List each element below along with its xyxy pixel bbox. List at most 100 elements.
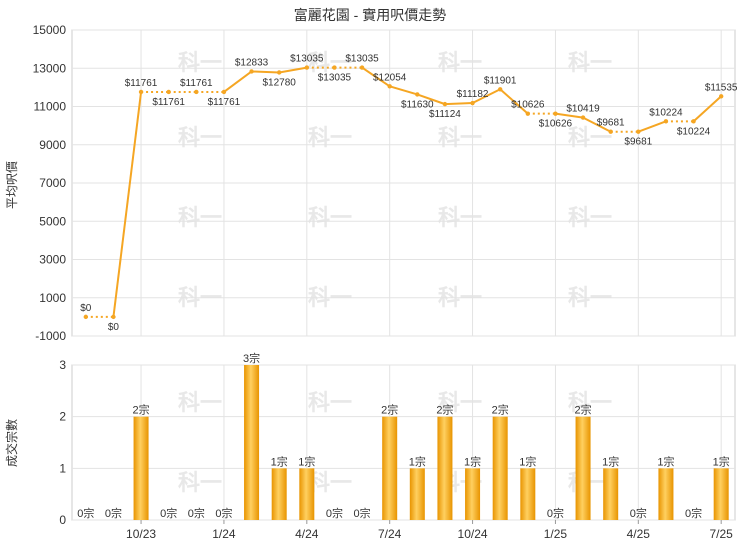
line-chart-y-tick: 9000 [39, 138, 66, 152]
line-chart-grid [71, 29, 736, 337]
count-bar [575, 416, 591, 520]
x-tick-label: 10/23 [126, 527, 156, 541]
count-bar [382, 416, 398, 520]
price-data-label: $10626 [539, 119, 573, 130]
line-chart-y-axis-label: 平均呎價 [5, 161, 19, 209]
price-point [525, 111, 531, 116]
bar-chart-frame [71, 364, 736, 521]
price-point [166, 89, 171, 95]
watermark-text: 科一 [438, 125, 482, 150]
price-line-segment [279, 66, 307, 74]
line-chart-y-tick: 11000 [34, 100, 67, 114]
watermark-text: 科一 [178, 390, 222, 415]
watermark-text: 科一 [178, 205, 222, 230]
count-data-label: 0宗 [77, 506, 94, 520]
count-data-label: 0宗 [215, 506, 232, 520]
price-point [111, 314, 116, 320]
price-line-segment [472, 88, 501, 104]
count-bar [603, 468, 619, 520]
price-data-label: $11761 [180, 78, 213, 89]
watermark-text: 科一 [438, 390, 482, 415]
price-data-label: $9681 [624, 137, 652, 148]
price-point [718, 94, 724, 99]
line-chart-y-axis: -1000 1000 3000 5000 7000 9000 11000 13000 15000 [33, 23, 67, 343]
x-tick-label: 4/24 [295, 527, 319, 541]
price-point [138, 89, 144, 95]
price-data-label: $0 [80, 303, 92, 314]
count-data-label: 1宗 [298, 454, 315, 468]
count-data-label: 1宗 [464, 454, 481, 468]
x-tick-label: 7/25 [710, 527, 734, 541]
count-bar [658, 468, 674, 520]
price-data-label: $11761 [208, 97, 241, 108]
price-point [249, 69, 254, 74]
watermark-text: 科一 [178, 50, 222, 75]
price-point [221, 89, 227, 95]
count-bar [133, 416, 149, 520]
price-data-label: $13035 [345, 54, 379, 65]
price-point [276, 70, 282, 75]
price-line-segment [223, 70, 253, 93]
price-point [608, 129, 613, 134]
count-data-label: 3宗 [243, 351, 260, 365]
line-chart-y-tick: 15000 [33, 23, 67, 37]
price-line-segment [361, 66, 391, 88]
line-chart-y-tick: 1000 [39, 291, 66, 305]
watermark-text: 科一 [308, 50, 352, 75]
price-data-label: $11182 [457, 89, 489, 100]
price-point [691, 119, 696, 124]
price-data-label: $0 [108, 322, 120, 333]
bar-chart-y-tick: 0 [59, 513, 66, 527]
line-chart-plot: $0 $0 $11761 $11761 $11761 $11761 $12833 $12780… [80, 54, 738, 333]
price-data-label: $10224 [649, 107, 683, 118]
x-tick-label: 10/24 [458, 527, 488, 541]
line-chart-y-tick: 13000 [33, 61, 67, 75]
price-data-label: $11630 [401, 99, 434, 110]
price-point [580, 115, 586, 120]
count-bar [492, 416, 508, 520]
price-line-segment [444, 102, 473, 106]
price-data-label: $13035 [290, 54, 324, 65]
price-data-label: $10626 [511, 100, 545, 111]
price-data-label: $12054 [373, 72, 407, 83]
bar-chart-y-tick: 3 [59, 358, 66, 372]
count-data-label: 1宗 [657, 454, 674, 468]
watermark-text: 科一 [178, 470, 222, 495]
price-point [194, 89, 199, 95]
count-data-label: 0宗 [547, 506, 564, 520]
count-bar [520, 468, 536, 520]
price-point [359, 65, 365, 70]
price-line-segment [555, 112, 584, 119]
count-data-label: 2宗 [492, 403, 509, 417]
price-point [636, 129, 641, 134]
price-line-segment [251, 70, 280, 74]
x-tick-label: 7/24 [378, 527, 402, 541]
count-data-label: 1宗 [409, 454, 426, 468]
count-data-label: 0宗 [685, 506, 702, 520]
chart-title: 富麗花園 - 實用呎價走勢 [294, 7, 446, 23]
watermark-text: 科一 [308, 205, 352, 230]
price-point [304, 65, 310, 70]
line-chart-y-tick: 7000 [39, 176, 66, 190]
x-tick-label: 1/25 [544, 527, 568, 541]
watermark-text: 科一 [308, 390, 352, 415]
x-tick-label: 1/24 [212, 527, 236, 541]
bar-chart-y-tick: 1 [59, 461, 66, 475]
price-data-label: $11761 [125, 78, 158, 89]
price-data-label: $13035 [318, 73, 352, 84]
price-point [83, 314, 89, 320]
price-point [497, 87, 503, 92]
count-data-label: 2宗 [133, 403, 150, 417]
watermark-text: 科一 [568, 390, 612, 415]
price-data-label: $12780 [263, 77, 297, 88]
line-chart-y-tick: 3000 [39, 253, 66, 267]
price-line-segment [692, 95, 722, 123]
count-data-label: 1宗 [602, 454, 619, 468]
watermark-text: 科一 [308, 470, 352, 495]
bar-chart-y-axis: 0 1 2 3 [59, 358, 66, 527]
count-data-label: 0宗 [188, 506, 205, 520]
price-data-label: $11535 [705, 82, 738, 93]
price-point [332, 65, 337, 70]
price-data-label: $11124 [429, 109, 461, 120]
